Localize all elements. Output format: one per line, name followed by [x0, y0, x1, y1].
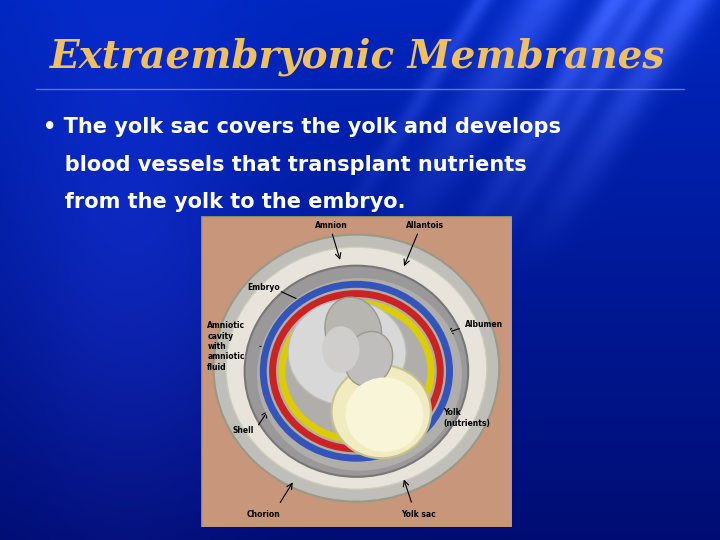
Ellipse shape [325, 297, 382, 364]
Text: blood vessels that transplant nutrients: blood vessels that transplant nutrients [43, 154, 527, 175]
Ellipse shape [288, 300, 406, 406]
Text: Shell: Shell [232, 426, 253, 435]
Text: Albumen: Albumen [465, 320, 503, 329]
Text: Yolk
(nutrients): Yolk (nutrients) [444, 408, 490, 428]
Ellipse shape [345, 332, 392, 386]
Ellipse shape [257, 278, 462, 471]
Text: Extraembryonic Membranes: Extraembryonic Membranes [50, 37, 666, 76]
Ellipse shape [331, 365, 431, 458]
Text: Allantois: Allantois [405, 221, 444, 230]
Text: Embryo: Embryo [248, 283, 281, 292]
Ellipse shape [245, 266, 468, 477]
Ellipse shape [214, 234, 499, 502]
Text: Yolk sac: Yolk sac [401, 510, 436, 518]
Text: Amniotic
cavity
with
amniotic
fluid: Amniotic cavity with amniotic fluid [207, 321, 246, 372]
Text: • The yolk sac covers the yolk and develops: • The yolk sac covers the yolk and devel… [43, 117, 561, 137]
Ellipse shape [323, 326, 359, 373]
Ellipse shape [346, 377, 423, 452]
Text: Chorion: Chorion [246, 510, 280, 518]
Text: from the yolk to the embryo.: from the yolk to the embryo. [43, 192, 405, 213]
Ellipse shape [226, 247, 487, 489]
Text: Amnion: Amnion [315, 221, 348, 230]
